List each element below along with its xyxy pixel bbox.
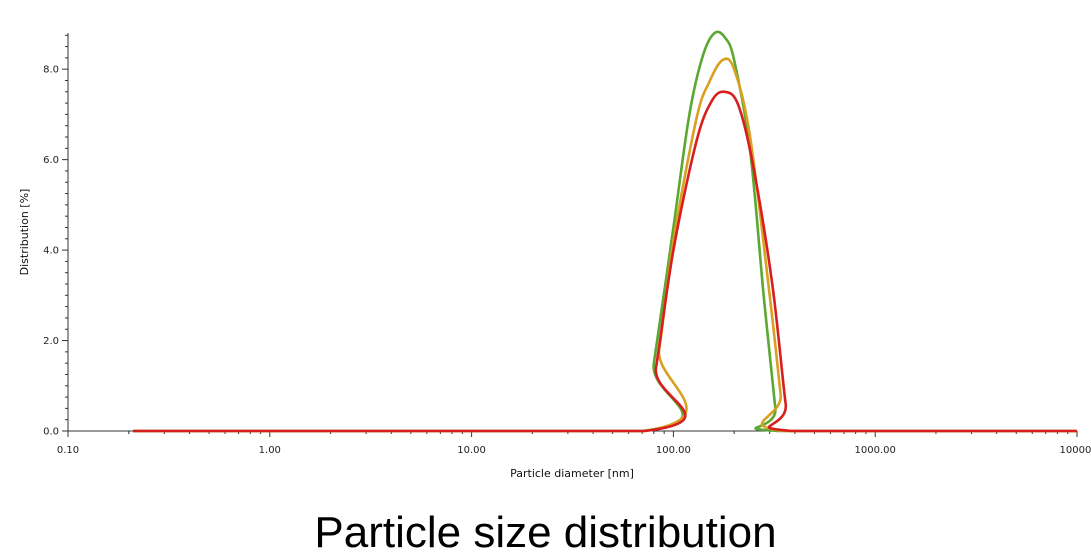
x-axis-title: Particle diameter [nm] (510, 467, 634, 480)
distribution-chart: 0.0 2.0 4.0 6.0 8.0 0.10 1.00 10.00 100.00 1000.… (18, 30, 1091, 480)
x-tick-label: 10.00 (457, 445, 486, 456)
y-tick-label: 8.0 (43, 65, 59, 76)
y-tick-label: 0.0 (43, 427, 59, 438)
series-layer (133, 30, 1077, 433)
y-axis: 0.0 2.0 4.0 6.0 8.0 (43, 33, 69, 438)
x-tick-label: 1000.00 (855, 445, 896, 456)
series-line-2 (133, 57, 1077, 433)
y-axis-title: Distribution [%] (18, 189, 31, 276)
x-tick-label: 0.10 (57, 445, 79, 456)
y-tick-label: 4.0 (43, 246, 59, 257)
x-tick-label: 100.00 (656, 445, 691, 456)
y-tick-label: 6.0 (43, 155, 59, 166)
x-axis: 0.10 1.00 10.00 100.00 1000.00 10000. (57, 430, 1091, 456)
x-tick-label: 1.00 (259, 445, 281, 456)
series-line-1 (133, 30, 1077, 433)
y-tick-label: 2.0 (43, 336, 59, 347)
x-tick-label: 10000. (1060, 445, 1091, 456)
series-line-3 (133, 90, 1077, 433)
figure-caption: Particle size distribution (314, 508, 777, 557)
